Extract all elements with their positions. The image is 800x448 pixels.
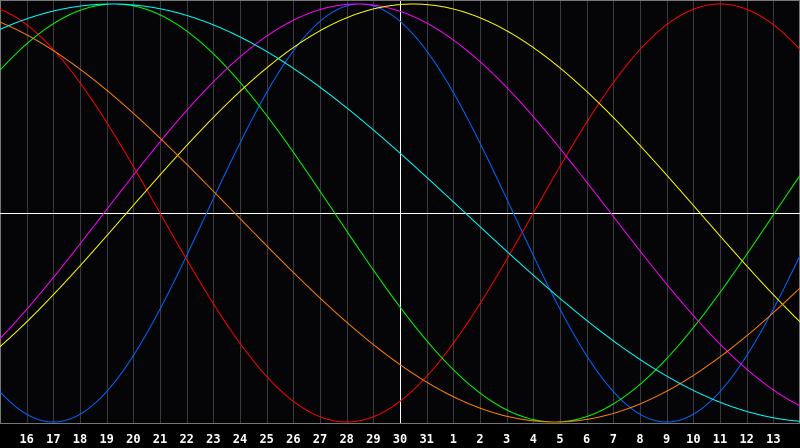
x-tick-label: 21: [153, 432, 167, 446]
x-tick-label: 23: [206, 432, 220, 446]
x-tick-label: 17: [46, 432, 60, 446]
x-tick-label: 19: [99, 432, 113, 446]
x-tick-label: 12: [739, 432, 753, 446]
x-tick-label: 29: [366, 432, 380, 446]
x-tick-label: 7: [610, 432, 617, 446]
series-curves: [0, 3, 800, 423]
x-tick-label: 28: [339, 432, 353, 446]
x-tick-labels: 16 17 18 19 20 21 22 23 24 25 26 27 28 29 30 31 1 2 3 4 5 6 7 8…: [19, 432, 780, 446]
x-tick-label: 26: [286, 432, 300, 446]
x-tick-label: 9: [663, 432, 670, 446]
series-line-2: [0, 3, 800, 423]
x-tick-label: 27: [313, 432, 327, 446]
x-tick-label: 16: [19, 432, 33, 446]
x-tick-label: 2: [476, 432, 483, 446]
grid-lines: [27, 1, 774, 423]
series-line-1: [0, 3, 800, 423]
x-tick-label: 13: [766, 432, 780, 446]
x-tick-label: 5: [556, 432, 563, 446]
x-tick-label: 18: [73, 432, 87, 446]
x-tick-label: 4: [530, 432, 537, 446]
x-tick-label: 3: [503, 432, 510, 446]
x-tick-label: 8: [636, 432, 643, 446]
series-line-3: [0, 3, 800, 407]
x-tick-label: 6: [583, 432, 590, 446]
series-line-6: [0, 3, 800, 422]
x-tick-label: 11: [713, 432, 727, 446]
series-line-4: [0, 3, 800, 348]
axes: [0, 1, 800, 423]
x-tick-label: 24: [233, 432, 247, 446]
series-line-0: [0, 3, 800, 423]
x-tick-label: 31: [419, 432, 433, 446]
x-tick-label: 22: [179, 432, 193, 446]
x-tick-label: 10: [686, 432, 700, 446]
x-tick-label: 25: [259, 432, 273, 446]
x-tick-label: 20: [126, 432, 140, 446]
series-line-5: [0, 21, 800, 423]
x-tick-label: 30: [393, 432, 407, 446]
x-tick-label: 1: [450, 432, 457, 446]
